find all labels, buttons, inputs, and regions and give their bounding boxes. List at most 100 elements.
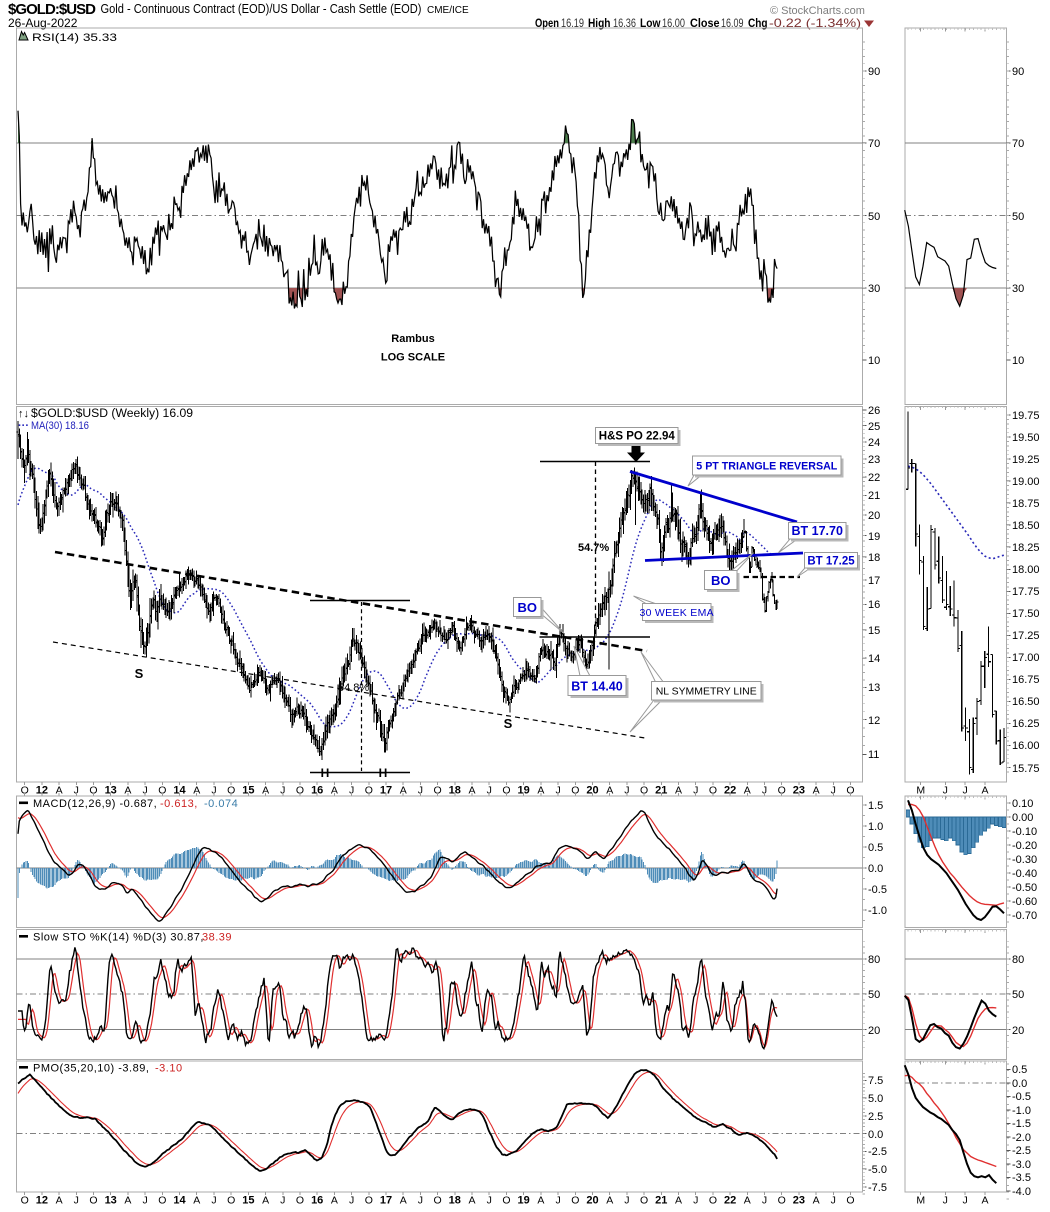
svg-text:19: 19 [517,785,529,797]
svg-text:↑↓: ↑↓ [18,408,29,420]
svg-text:25: 25 [868,421,880,433]
svg-text:A: A [537,785,544,797]
svg-text:J: J [211,785,216,797]
svg-text:J: J [280,1195,285,1207]
svg-text:10: 10 [1012,355,1024,367]
svg-text:18.50: 18.50 [1012,520,1040,532]
svg-text:© StockCharts.com: © StockCharts.com [770,5,865,17]
svg-text:A: A [124,785,131,797]
svg-text:16.00: 16.00 [662,16,685,30]
svg-text:15.75: 15.75 [1012,763,1040,775]
svg-text:High: High [588,16,611,30]
svg-text:A: A [124,1195,131,1207]
svg-text:J: J [555,1195,560,1207]
svg-text:Chg: Chg [748,16,768,30]
svg-text:O: O [158,1195,166,1207]
svg-text:54.7%: 54.7% [578,542,609,554]
svg-text:38.39: 38.39 [202,932,232,944]
svg-text:J: J [831,1195,836,1207]
svg-text:12: 12 [36,1195,48,1207]
svg-text:H&S PO 22.94: H&S PO 22.94 [599,431,676,443]
svg-text:19.75: 19.75 [1012,410,1040,422]
svg-text:17: 17 [380,1195,392,1207]
svg-text:PMO(35,20,10) -3.89,: PMO(35,20,10) -3.89, [33,1063,149,1075]
svg-text:O: O [778,1195,786,1207]
svg-text:13: 13 [868,682,880,694]
svg-text:12: 12 [36,785,48,797]
svg-text:19.25: 19.25 [1012,454,1040,466]
svg-text:70: 70 [1012,138,1024,150]
svg-text:A: A [468,1195,475,1207]
svg-text:12: 12 [868,715,880,727]
svg-text:-1.0: -1.0 [868,905,887,917]
svg-text:J: J [943,1195,948,1207]
svg-text:16: 16 [868,599,880,611]
svg-text:O: O [227,785,235,797]
svg-text:20: 20 [868,1025,880,1037]
svg-text:NL SYMMETRY LINE: NL SYMMETRY LINE [656,686,757,698]
svg-text:A: A [744,785,751,797]
svg-text:S: S [135,666,144,681]
svg-text:O: O [365,785,373,797]
svg-text:19: 19 [517,1195,529,1207]
svg-text:J: J [349,785,354,797]
svg-text:-3.5: -3.5 [1012,1172,1031,1184]
svg-text:O: O [227,1195,235,1207]
svg-text:16.36: 16.36 [613,16,636,30]
svg-text:A: A [56,1195,63,1207]
svg-text:0.0: 0.0 [868,1129,883,1141]
svg-text:-0.20: -0.20 [1012,840,1037,852]
svg-text:5 PT TRIANGLE REVERSAL: 5 PT TRIANGLE REVERSAL [696,461,837,473]
svg-text:A: A [606,1195,613,1207]
svg-text:0.5: 0.5 [868,842,883,854]
svg-text:A: A [813,785,820,797]
svg-text:A: A [675,1195,682,1207]
svg-text:21: 21 [655,785,667,797]
svg-text:20: 20 [586,1195,598,1207]
svg-text:J: J [624,1195,629,1207]
svg-text:20: 20 [868,510,880,522]
svg-text:J: J [624,785,629,797]
svg-text:J: J [142,785,147,797]
svg-text:17.00: 17.00 [1012,652,1040,664]
svg-text:17: 17 [380,785,392,797]
svg-text:O: O [502,785,510,797]
svg-text:O: O [296,785,304,797]
svg-text:J: J [762,1195,767,1207]
svg-text:15: 15 [868,625,880,637]
svg-text:O: O [89,1195,97,1207]
svg-text:O: O [434,1195,442,1207]
svg-text:-0.40: -0.40 [1012,868,1037,880]
svg-text:-0.5: -0.5 [1012,1091,1031,1103]
svg-text:-0.613,: -0.613, [160,798,198,810]
svg-text:H: H [379,766,388,780]
svg-text:14: 14 [173,785,186,797]
svg-text:O: O [21,1195,29,1207]
svg-text:A: A [468,785,475,797]
svg-text:30: 30 [1012,283,1024,295]
svg-text:-2.5: -2.5 [1012,1145,1031,1157]
svg-text:A: A [606,785,613,797]
svg-text:Slow STO %K(14) %D(3) 30.87,: Slow STO %K(14) %D(3) 30.87, [33,932,204,944]
svg-text:18: 18 [868,552,880,564]
svg-text:54.8%: 54.8% [338,682,369,694]
svg-text:A: A [675,785,682,797]
svg-text:O: O [640,1195,648,1207]
svg-text:11: 11 [868,749,879,761]
svg-text:50: 50 [1012,211,1024,223]
svg-text:J: J [831,785,836,797]
svg-text:16: 16 [311,1195,323,1207]
svg-text:$GOLD:$USD (Weekly) 16.09: $GOLD:$USD (Weekly) 16.09 [31,408,193,420]
svg-text:1.5: 1.5 [868,800,883,812]
svg-text:5.0: 5.0 [868,1093,883,1105]
svg-text:19.00: 19.00 [1012,476,1040,488]
svg-text:16.25: 16.25 [1012,718,1040,730]
svg-text:23: 23 [868,454,880,466]
svg-text:J: J [762,785,767,797]
svg-text:1.0: 1.0 [868,821,883,833]
svg-text:J: J [349,1195,354,1207]
svg-text:J: J [943,785,948,797]
svg-text:···: ··· [18,420,29,432]
svg-text:26: 26 [868,405,880,417]
svg-text:18: 18 [449,1195,461,1207]
